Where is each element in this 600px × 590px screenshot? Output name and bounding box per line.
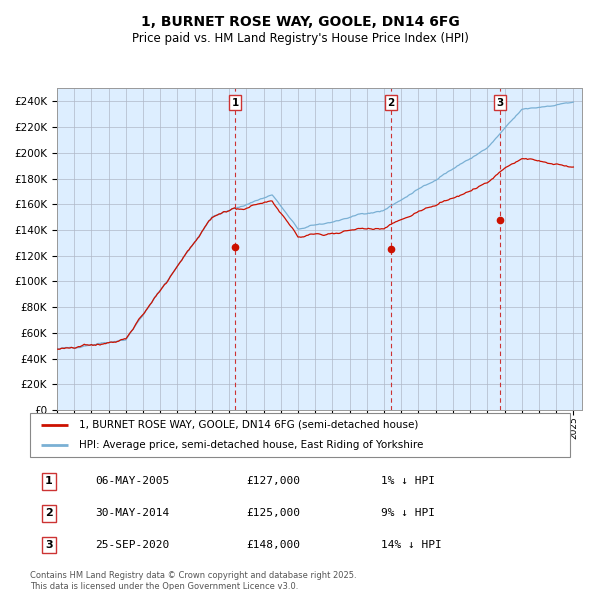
Text: 1, BURNET ROSE WAY, GOOLE, DN14 6FG: 1, BURNET ROSE WAY, GOOLE, DN14 6FG	[140, 15, 460, 29]
Text: HPI: Average price, semi-detached house, East Riding of Yorkshire: HPI: Average price, semi-detached house,…	[79, 440, 423, 450]
Text: 14% ↓ HPI: 14% ↓ HPI	[381, 540, 442, 550]
Text: 3: 3	[496, 97, 503, 107]
Text: 1% ↓ HPI: 1% ↓ HPI	[381, 477, 435, 486]
Text: 06-MAY-2005: 06-MAY-2005	[95, 477, 169, 486]
Text: £125,000: £125,000	[246, 509, 300, 518]
Text: 2: 2	[388, 97, 395, 107]
Text: £148,000: £148,000	[246, 540, 300, 550]
Text: 1: 1	[45, 477, 53, 486]
Text: 9% ↓ HPI: 9% ↓ HPI	[381, 509, 435, 518]
FancyBboxPatch shape	[30, 413, 570, 457]
Text: 30-MAY-2014: 30-MAY-2014	[95, 509, 169, 518]
Text: 2: 2	[45, 509, 53, 518]
Text: 1, BURNET ROSE WAY, GOOLE, DN14 6FG (semi-detached house): 1, BURNET ROSE WAY, GOOLE, DN14 6FG (sem…	[79, 420, 418, 430]
Text: Contains HM Land Registry data © Crown copyright and database right 2025.
This d: Contains HM Land Registry data © Crown c…	[30, 571, 356, 590]
Text: £127,000: £127,000	[246, 477, 300, 486]
Text: 3: 3	[45, 540, 53, 550]
Text: 25-SEP-2020: 25-SEP-2020	[95, 540, 169, 550]
Text: Price paid vs. HM Land Registry's House Price Index (HPI): Price paid vs. HM Land Registry's House …	[131, 32, 469, 45]
Text: 1: 1	[232, 97, 239, 107]
